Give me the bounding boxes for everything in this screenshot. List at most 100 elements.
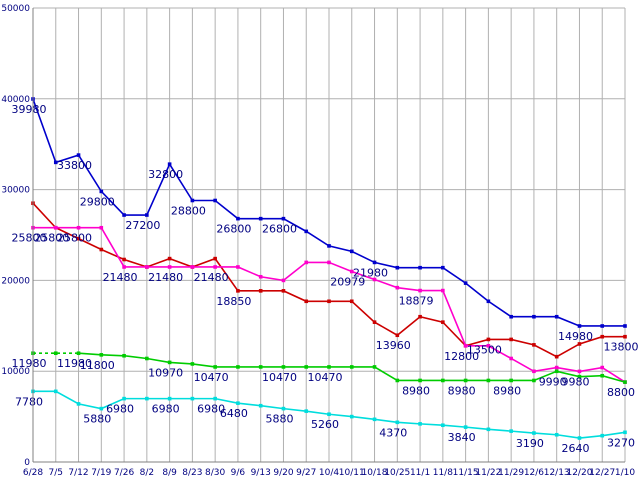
data-point-blue — [372, 260, 377, 265]
data-point-magenta — [76, 225, 81, 230]
y-tick-label: 10000 — [1, 367, 30, 377]
grid-layer — [32, 7, 626, 463]
data-label-green: 8980 — [402, 384, 430, 397]
data-point-blue — [122, 213, 126, 217]
data-point-cyan — [236, 401, 240, 405]
data-point-magenta — [236, 265, 240, 269]
data-point-blue — [577, 324, 582, 328]
data-label-blue: 21980 — [353, 266, 388, 279]
data-point-red — [372, 320, 377, 324]
data-label-cyan: 6480 — [220, 407, 248, 420]
data-label-green: 8980 — [493, 384, 521, 397]
data-point-blue — [554, 314, 559, 319]
data-label-magenta: 21480 — [194, 271, 229, 284]
data-label-green: 11980 — [12, 357, 47, 370]
data-point-magenta — [600, 365, 605, 370]
data-label-green: 10470 — [262, 371, 297, 384]
data-point-green — [304, 365, 309, 369]
data-point-red — [236, 289, 240, 293]
data-point-blue — [145, 213, 149, 217]
data-point-blue — [509, 314, 513, 319]
data-point-green — [76, 351, 81, 356]
data-point-cyan — [463, 425, 468, 429]
data-point-cyan — [190, 396, 195, 401]
data-point-cyan — [99, 406, 104, 411]
y-tick-label: 0 — [24, 458, 30, 468]
data-point-blue — [281, 216, 286, 221]
data-label-magenta: 9980 — [561, 375, 589, 388]
data-point-green — [327, 365, 331, 369]
data-point-blue — [304, 229, 309, 234]
data-point-blue — [76, 153, 81, 157]
data-label-cyan: 4370 — [379, 426, 407, 439]
data-point-magenta — [372, 277, 377, 282]
data-point-cyan — [122, 396, 126, 401]
data-label-green: 11800 — [80, 359, 115, 372]
data-point-red — [213, 256, 217, 261]
x-tick-label: 8/30 — [205, 468, 225, 478]
data-point-green — [281, 365, 286, 369]
x-tick-label: 7/26 — [114, 468, 134, 478]
x-tick-label: 12/6 — [524, 468, 544, 478]
data-label-red: 18850 — [216, 295, 251, 308]
data-point-red — [418, 314, 422, 319]
data-label-green: 9990 — [539, 375, 567, 388]
x-tick-label: 10/25 — [384, 468, 410, 478]
data-point-blue — [463, 281, 468, 285]
y-tick-label: 30000 — [1, 186, 30, 196]
data-point-green — [213, 365, 217, 369]
data-point-cyan — [372, 417, 377, 422]
x-tick-label: 9/6 — [231, 468, 246, 478]
data-label-cyan: 5880 — [83, 413, 111, 426]
data-label-blue: 33800 — [57, 159, 92, 172]
data-point-green — [486, 378, 491, 383]
data-point-blue — [53, 160, 58, 165]
data-point-blue — [190, 198, 195, 203]
data-label-red: 13500 — [467, 343, 502, 356]
data-point-green — [145, 356, 149, 361]
data-point-magenta — [213, 265, 217, 269]
data-point-green — [418, 378, 422, 383]
data-label-cyan: 5880 — [265, 413, 293, 426]
x-tick-label: 10/18 — [362, 468, 388, 478]
x-tick-label: 8/23 — [182, 468, 202, 478]
x-tick-label: 10/4 — [319, 468, 339, 478]
data-point-cyan — [167, 396, 172, 401]
data-point-red — [577, 342, 582, 346]
data-label-red: 13800 — [604, 341, 639, 354]
data-label-red: 13960 — [376, 339, 411, 352]
data-point-magenta — [122, 265, 126, 269]
data-point-blue — [327, 244, 331, 248]
data-point-magenta — [349, 269, 354, 274]
data-point-blue — [532, 314, 536, 319]
data-label-magenta: 21480 — [148, 271, 183, 284]
data-label-cyan: 6980 — [106, 403, 134, 416]
data-point-magenta — [441, 288, 445, 293]
data-point-magenta — [99, 225, 104, 230]
data-point-green — [167, 360, 172, 365]
data-point-magenta — [418, 288, 422, 293]
data-point-cyan — [600, 433, 605, 438]
y-tick-label: 50000 — [1, 4, 30, 14]
data-point-cyan — [395, 420, 400, 425]
data-point-green — [441, 378, 445, 383]
x-tick-label: 9/20 — [273, 468, 293, 478]
data-label-magenta: 25800 — [57, 232, 92, 245]
x-tick-label: 8/2 — [140, 468, 154, 478]
x-tick-label: 12/20 — [566, 468, 592, 478]
data-point-magenta — [395, 285, 400, 290]
data-label-blue: 29800 — [80, 195, 115, 208]
data-point-magenta — [554, 365, 559, 370]
data-point-blue — [236, 216, 240, 221]
data-point-red — [76, 236, 81, 241]
data-label-magenta: 20979 — [330, 276, 365, 289]
axis-layer: 0 10000 20000 30000 40000 50000 6/28 7/5 7/12 7/1… — [1, 4, 635, 478]
data-point-magenta — [145, 265, 149, 269]
data-label-cyan: 6980 — [152, 403, 180, 416]
data-point-red — [623, 334, 627, 339]
data-point-cyan — [577, 436, 582, 440]
data-point-cyan — [76, 402, 81, 406]
y-tick-label: 20000 — [1, 276, 30, 286]
data-point-green — [554, 369, 559, 374]
data-label-cyan: 6980 — [197, 403, 225, 416]
